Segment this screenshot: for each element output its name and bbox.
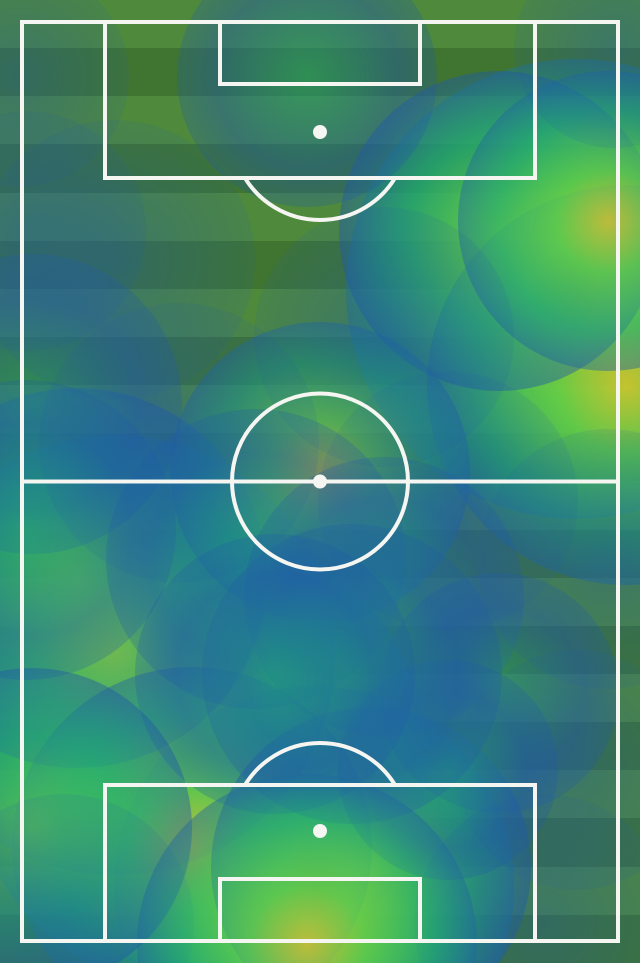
grass-stripes <box>0 0 640 963</box>
heatmap-pitch <box>0 0 640 963</box>
